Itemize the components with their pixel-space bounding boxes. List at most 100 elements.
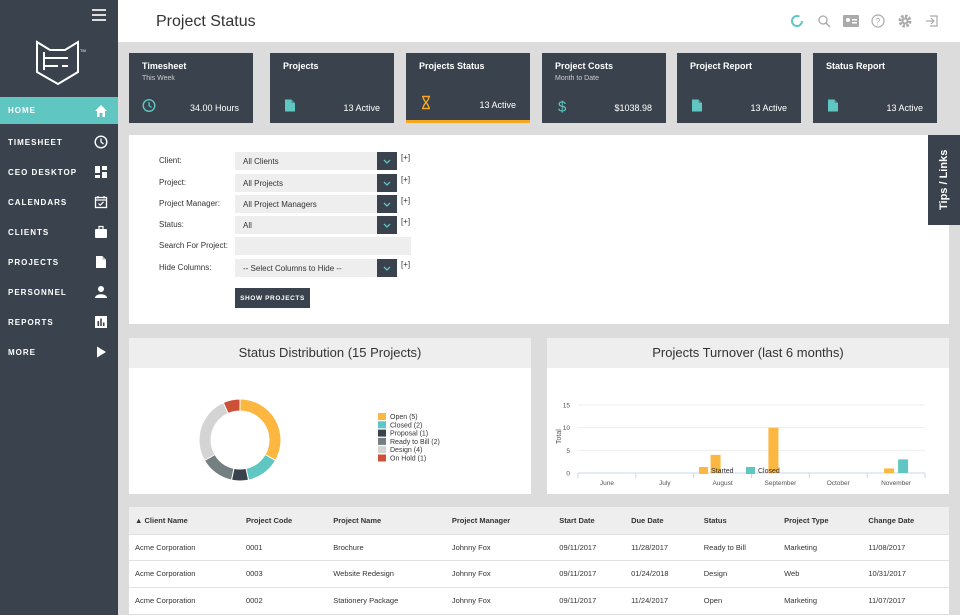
card-value: 13 Active [750,103,787,113]
pm-select[interactable]: All Project Managers [235,195,397,213]
x-tick-label: September [765,480,798,487]
search-label: Search For Project: [159,241,228,250]
donut-slice [222,398,241,415]
add-status-link[interactable]: [+] [401,217,411,226]
person-icon [95,286,107,298]
chart-title: Status Distribution (15 Projects) [129,338,531,368]
legend-swatch [746,467,755,474]
status-distribution-chart: Status Distribution (15 Projects) Open (… [129,338,531,494]
hamburger-menu-icon[interactable] [92,9,106,21]
table-cell: Johnny Fox [445,533,554,561]
sidebar-item-home[interactable]: HOME [0,97,118,124]
spinner-icon [789,13,805,29]
y-tick-label: 15 [563,403,571,410]
table-row[interactable]: Acme Corporation 0001 Brochure Johnny Fox 09… [129,533,949,561]
column-header[interactable]: Project Code [239,507,328,534]
card-title: Projects [283,61,319,71]
card-value: 13 Active [479,100,516,110]
card-timesheet[interactable]: Timesheet This Week 34.00 Hours [129,53,253,123]
table-row[interactable]: Acme Corporation 0003 Website Redesign John… [129,560,949,587]
card-title: Project Costs [555,61,614,71]
card-title: Timesheet [142,61,187,71]
add-project-link[interactable]: [+] [401,175,411,184]
column-header[interactable]: Due Date [625,507,698,534]
sidebar-item-calendars[interactable]: CALENDARS [0,187,118,217]
sidebar-item-label: HOME [8,106,36,115]
search-input[interactable] [235,237,411,255]
pm-label: Project Manager: [159,199,220,208]
sidebar-item-clients[interactable]: CLIENTS [0,217,118,247]
status-label: Status: [159,220,184,229]
legend-label: Closed [758,468,780,475]
logo: TM [36,40,86,85]
card-subtitle: This Week [142,75,175,82]
client-select[interactable]: All Clients [235,152,397,170]
table-cell: Johnny Fox [445,586,554,614]
client-label: Client: [159,156,182,165]
tips-links-tab[interactable]: Tips / Links [928,135,960,225]
status-select[interactable]: All [235,216,397,234]
donut-slice [198,401,229,462]
chevron-down-icon[interactable] [377,195,397,213]
hourglass-icon [422,95,430,110]
x-tick-label: October [827,480,851,487]
column-header[interactable]: ▲ Client Name [129,507,240,534]
legend-label: Open (5) [390,414,418,421]
table-cell: Johnny Fox [445,560,554,587]
sidebar-item-timesheet[interactable]: TIMESHEET [0,127,118,157]
project-value: All Projects [243,179,284,188]
legend-swatch [699,467,708,474]
show-projects-button[interactable]: SHOW PROJECTS [235,288,310,308]
card-value: $1038.98 [614,103,652,113]
sidebar-item-reports[interactable]: REPORTS [0,307,118,337]
sidebar-item-personnel[interactable]: PERSONNEL [0,277,118,307]
id-card-icon[interactable] [843,13,859,29]
column-header[interactable]: Project Name [327,507,446,534]
gear-icon[interactable] [897,13,913,29]
column-header[interactable]: Change Date [862,507,949,534]
x-tick-label: November [881,480,912,487]
column-header[interactable]: Project Type [778,507,863,534]
table-cell: 0002 [239,586,328,614]
table-cell: Brochure [327,533,446,561]
clock-icon [142,98,156,113]
sidebar-item-label: CLIENTS [8,227,50,237]
card-projects[interactable]: Projects 13 Active [270,53,394,123]
chevron-down-icon[interactable] [377,259,397,277]
legend-swatch [378,429,386,437]
table-row[interactable]: Acme Corporation 0002 Stationery Package Jo… [129,586,949,614]
chevron-down-icon[interactable] [377,174,397,192]
card-project-costs[interactable]: Project Costs Month to Date $ $1038.98 [542,53,666,123]
hide-columns-select[interactable]: -- Select Columns to Hide -- [235,259,397,277]
sidebar-item-more[interactable]: MORE [0,337,118,367]
card-project-report[interactable]: Project Report 13 Active [677,53,801,123]
column-header[interactable]: Start Date [553,507,626,534]
add-client-link[interactable]: [+] [401,153,411,162]
add-column-link[interactable]: [+] [401,260,411,269]
chart-icon [95,316,107,328]
add-pm-link[interactable]: [+] [401,196,411,205]
sidebar-item-projects[interactable]: PROJECTS [0,247,118,277]
table-cell: Open [697,586,779,614]
card-title: Project Report [690,61,753,71]
y-tick-label: 10 [563,425,571,432]
chevron-down-icon[interactable] [377,216,397,234]
card-projects-status[interactable]: Projects Status 13 Active [406,53,530,123]
sidebar-item-ceo-desktop[interactable]: CEO DESKTOP [0,157,118,187]
card-status-report[interactable]: Status Report 13 Active [813,53,937,123]
search-icon[interactable] [816,13,832,29]
project-select[interactable]: All Projects [235,174,397,192]
svg-text:?: ? [875,17,880,27]
legend-label: Ready to Bill (2) [390,439,440,446]
legend-label: Closed (2) [390,422,422,429]
column-header[interactable]: Status [697,507,779,534]
page-title: Project Status [156,13,256,30]
help-icon[interactable]: ? [870,13,886,29]
logout-icon[interactable] [924,13,940,29]
column-header[interactable]: Project Manager [445,507,554,534]
y-tick-label: 0 [566,471,570,478]
file-icon [96,256,106,268]
file-icon [285,99,295,112]
chevron-down-icon[interactable] [377,152,397,170]
sidebar-item-label: CEO DESKTOP [8,167,78,177]
